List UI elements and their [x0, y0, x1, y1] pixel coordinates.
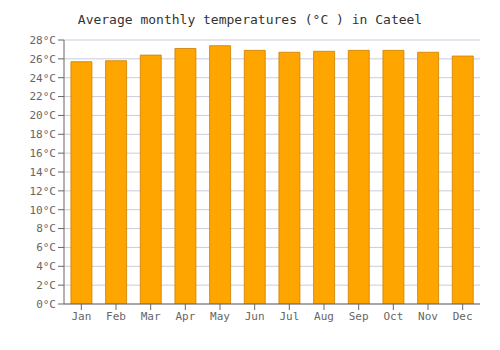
svg-text:18°C: 18°C	[30, 128, 57, 141]
svg-text:0°C: 0°C	[36, 298, 56, 311]
svg-text:Dec: Dec	[453, 310, 473, 323]
svg-text:20°C: 20°C	[30, 109, 57, 122]
svg-text:Apr: Apr	[175, 310, 195, 323]
html-text:Average monthly temperatures (: Average monthly temperatures (°C ) in Ca…	[77, 12, 423, 27]
svg-text:Jul: Jul	[279, 310, 299, 323]
svg-text:May: May	[210, 310, 230, 323]
svg-text:Sep: Sep	[349, 310, 369, 323]
svg-text:Jun: Jun	[245, 310, 265, 323]
svg-text:Mar: Mar	[141, 310, 161, 323]
svg-text:6°C: 6°C	[36, 241, 56, 254]
svg-text:22°C: 22°C	[30, 90, 57, 103]
svg-text:12°C: 12°C	[30, 185, 57, 198]
svg-text:Oct: Oct	[383, 310, 403, 323]
svg-text:16°C: 16°C	[30, 147, 57, 160]
svg-text:Feb: Feb	[106, 310, 126, 323]
svg-text:24°C: 24°C	[30, 72, 57, 85]
svg-text:10°C: 10°C	[30, 204, 57, 217]
svg-text:2°C: 2°C	[36, 279, 56, 292]
svg-text:28°C: 28°C	[30, 34, 57, 47]
svg-text:8°C: 8°C	[36, 222, 56, 235]
svg-text:4°C: 4°C	[36, 260, 56, 273]
svg-text:Aug: Aug	[314, 310, 334, 323]
svg-text:26°C: 26°C	[30, 53, 57, 66]
svg-text:Nov: Nov	[418, 310, 438, 323]
svg-text:14°C: 14°C	[30, 166, 57, 179]
svg-text:Jan: Jan	[71, 310, 91, 323]
